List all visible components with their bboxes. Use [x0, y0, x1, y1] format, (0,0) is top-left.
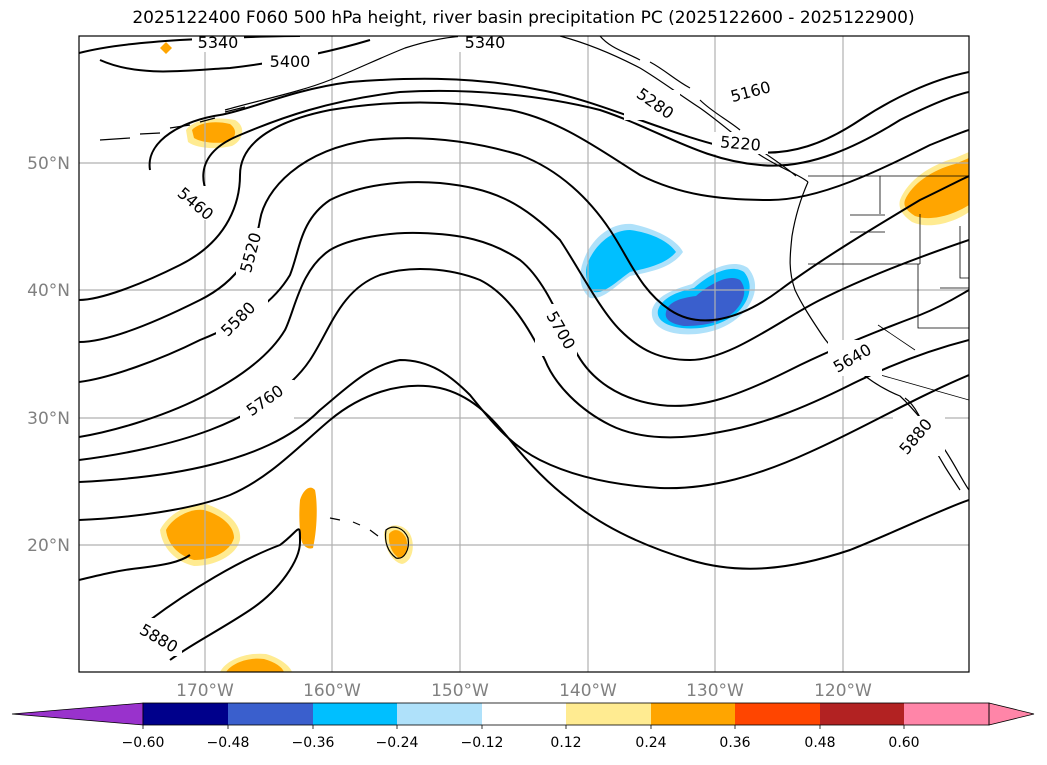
colorbar-over-extension — [988, 702, 1035, 726]
lon-label: 160°W — [303, 681, 361, 701]
positive-precip-area-aleutian-core — [192, 122, 236, 143]
colorbar-tick-label: 0.48 — [804, 735, 835, 751]
lon-label: 140°W — [559, 681, 617, 701]
lat-label: 30°N — [27, 409, 70, 429]
colorbar-segment — [735, 703, 820, 725]
positive-precip-area-hawaii-east-core — [388, 530, 408, 558]
positive-precip-area-south-core — [226, 658, 284, 672]
lon-label: 170°W — [176, 681, 234, 701]
lon-label: 120°W — [814, 681, 872, 701]
colorbar-segment — [397, 703, 482, 725]
lat-label: 20°N — [27, 536, 70, 556]
colorbar-tick-label: −0.36 — [292, 735, 335, 751]
colorbar-under-extension — [11, 702, 144, 726]
positive-precip-area-hawaii-west-core — [166, 509, 234, 560]
contour-label: 5220 — [719, 132, 761, 154]
positive-precip-area-speck — [160, 42, 172, 54]
colorbar: −0.60 −0.48 −0.36 −0.24 −0.12 0.12 0.24 … — [11, 702, 1035, 751]
coastlines — [99, 36, 969, 559]
colorbar-segment — [651, 703, 735, 725]
colorbar-tick-label: 0.24 — [635, 735, 666, 751]
colorbar-segment — [482, 703, 566, 725]
lat-label: 40°N — [27, 281, 70, 301]
colorbar-segment — [313, 703, 397, 725]
contour-label: 5400 — [270, 52, 311, 71]
colorbar-tick-label: 0.36 — [719, 735, 750, 751]
contour-label: 5340 — [465, 33, 506, 52]
positive-precip-area-hawaii-strip — [299, 487, 317, 549]
colorbar-tick-label: −0.60 — [122, 735, 165, 751]
contour-label-backgrounds — [128, 36, 945, 656]
lon-label: 130°W — [686, 681, 744, 701]
colorbar-tick-label: −0.48 — [207, 735, 250, 751]
lon-label: 150°W — [431, 681, 489, 701]
colorbar-segment — [820, 703, 904, 725]
positive-precip-area-ne-core — [904, 158, 969, 219]
negative-precip-area-1-core — [586, 230, 676, 293]
latitude-labels: 50°N 40°N 30°N 20°N — [27, 154, 70, 556]
colorbar-tick-label: −0.24 — [376, 735, 419, 751]
colorbar-segment — [228, 703, 313, 725]
map-frame — [78, 35, 970, 673]
longitude-labels: 170°W 160°W 150°W 140°W 130°W 120°W — [176, 681, 872, 701]
colorbar-segment — [904, 703, 989, 725]
colorbar-tick-label: 0.60 — [888, 735, 919, 751]
colorbar-segment — [566, 703, 651, 725]
lat-label: 50°N — [27, 154, 70, 174]
map-title: 2025122400 F060 500 hPa height, river ba… — [132, 8, 915, 28]
colorbar-tick-label: 0.12 — [550, 735, 581, 751]
contour-label: 5340 — [198, 33, 239, 52]
colorbar-segment — [143, 703, 228, 725]
colorbar-tick-label: −0.12 — [461, 735, 504, 751]
